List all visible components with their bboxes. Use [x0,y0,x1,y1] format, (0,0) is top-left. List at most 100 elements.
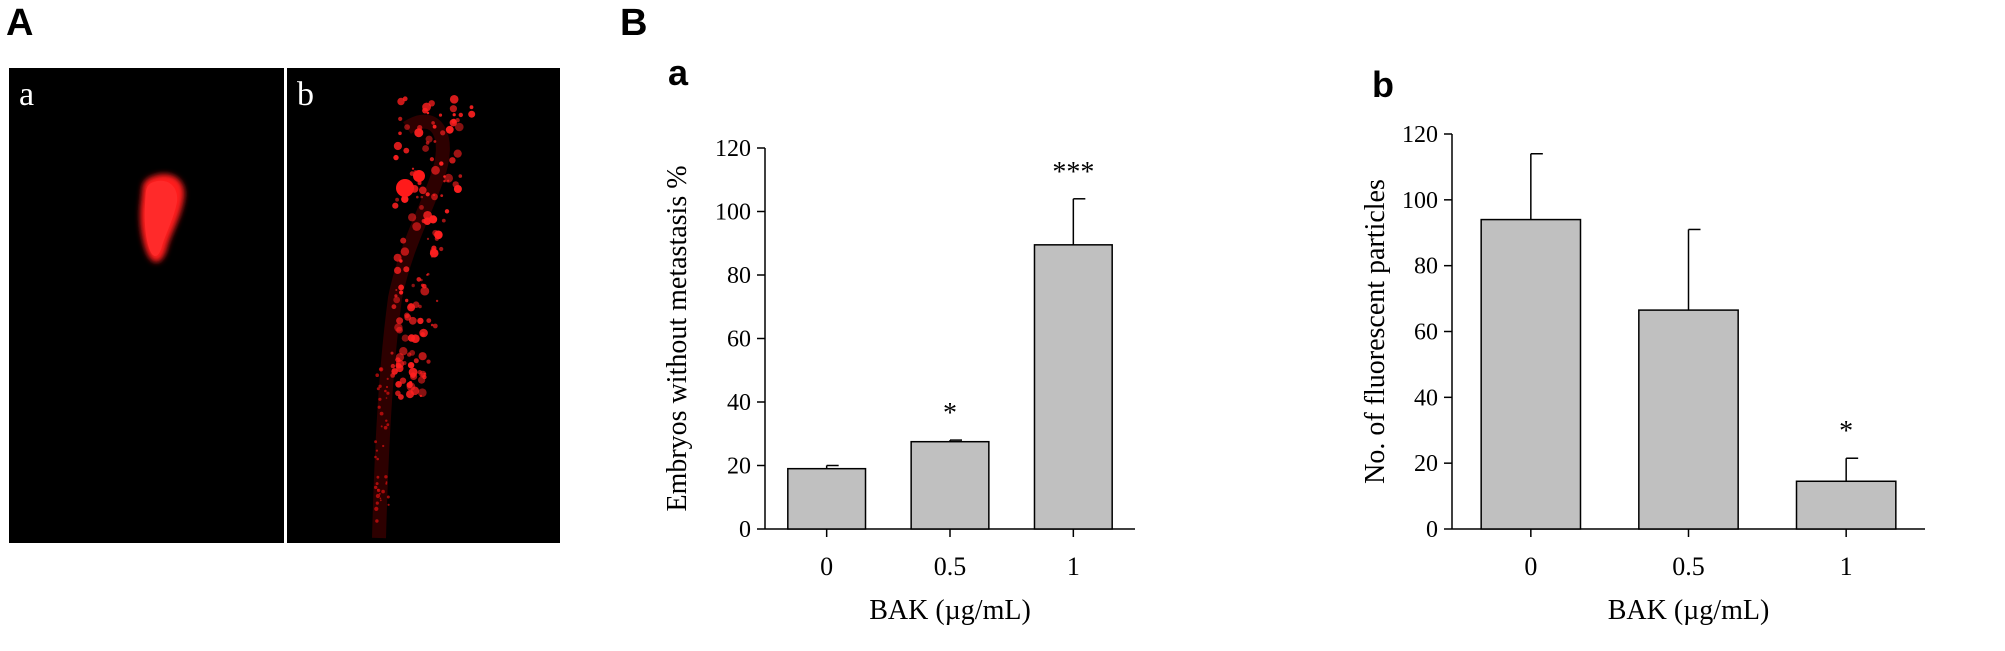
fluorescent-cell [375,449,378,452]
fluorescent-cell [376,457,379,461]
fluorescent-cell [403,147,410,154]
fluorescent-cell [420,332,425,337]
fluorescent-cell [440,194,444,197]
fluorescent-cell [418,388,427,398]
fluorescent-cell [394,266,402,274]
fluorescent-cell [441,218,446,223]
fluorescent-cell [376,475,380,479]
fluorescent-cell [458,174,463,178]
fluorescent-cell [390,351,394,355]
fluorescent-cell [416,195,419,199]
x-tick-label: 0.5 [1672,552,1705,581]
fluorescent-cell [406,382,416,391]
fluorescent-cell [375,501,379,505]
fluorescent-cell [418,376,426,384]
panel-letter-b: B [620,2,648,44]
fluorescent-cell [431,165,440,175]
fluorescent-cell [379,499,382,502]
y-tick-label: 80 [727,263,751,289]
fluorescent-cell [447,179,450,182]
fluorescent-cell [417,317,424,325]
fluorescent-cell [395,363,402,369]
fluorescent-cell [430,323,434,327]
fluorescent-cell [429,248,439,258]
y-tick-label: 20 [727,454,751,480]
y-tick-label: 60 [727,327,751,353]
x-tick-label: 0 [820,552,833,581]
significance-marker: * [1839,416,1853,447]
fluorescent-cell [390,363,396,369]
bar [1795,480,1897,530]
fluorescent-cell [435,299,439,303]
fluorescent-cell [379,497,382,500]
fluorescent-cell [417,125,423,131]
bar [1638,309,1739,530]
fluorescent-cell [395,357,401,363]
fluorescent-cell [407,334,416,342]
fluorescent-cell [449,95,459,104]
fluorescent-cell [419,370,427,378]
y-tick-label: 80 [1414,254,1438,280]
fluorescent-cell [419,394,422,397]
fluorescent-cell [396,317,404,325]
fluorescent-cell [375,482,379,486]
fluorescent-cell [384,389,387,393]
fluorescent-cell [374,485,378,490]
fluorescent-cell [452,181,459,188]
fluorescent-cell [375,373,379,378]
bar-chart-particles: 0 20 40 60 80 100 120 0 0.5 1 * BAK (µg/mL) No. of f… [1360,122,1925,626]
fluorescent-cell [410,372,418,380]
fluorescent-cell [425,135,433,143]
fluorescent-cell [423,372,426,375]
fluorescent-cell [403,266,410,273]
panel-letter-a: A [6,2,34,44]
fluorescent-cell [385,481,388,484]
fluorescent-cell [417,181,422,185]
fluorescent-cell [400,247,410,256]
fluorescent-cell [378,384,382,388]
chart-b-panel-label: b [1372,64,1394,105]
fluorescent-cell [443,175,446,178]
fluorescent-cell [426,237,430,240]
y-tick-label: 100 [1402,188,1438,214]
embryo-body-outline [372,114,450,539]
fluorescent-cell [374,440,377,444]
fluorescent-cell [404,313,412,321]
fluorescent-cell [401,334,409,342]
micrograph-label-a: a [19,76,35,113]
x-tick-label: 0 [1524,552,1537,581]
tumor-cell-mass [140,174,185,263]
fluorescent-cell [383,425,388,430]
fluorescent-cell [395,381,402,388]
fluorescent-cell [395,197,399,202]
fluorescent-cell [407,362,415,369]
fluorescent-cell [449,157,456,164]
bar [787,467,867,530]
fluorescent-cell [419,186,427,195]
fluorescent-cell [385,397,388,399]
y-axis-label: Embryos without metastasis % [662,165,693,511]
fluorescent-cell [433,140,437,143]
y-tick-label: 0 [1426,517,1438,543]
fluorescent-cell [398,284,404,291]
fluorescent-cell [408,213,417,222]
fluorescent-cell [385,419,388,422]
micrograph-a: a [9,68,284,543]
fluorescent-cell [426,359,431,364]
fluorescent-cell [411,283,415,288]
fluorescent-cluster [413,170,425,182]
fluorescent-cell [374,506,379,511]
fluorescent-cell [432,323,438,329]
y-axis-label: No. of fluorescent particles [1360,179,1391,484]
x-tick-label: 1 [1067,552,1080,581]
fluorescent-cell [445,125,454,134]
fluorescent-cell [377,405,381,409]
fluorescent-cell [407,352,412,357]
fluorescent-cell [398,131,402,136]
fluorescent-cluster [396,179,414,197]
fluorescent-cell [391,368,398,375]
fluorescent-cell [399,259,403,263]
fluorescent-cell [443,180,446,183]
x-axis-label: BAK (µg/mL) [1608,595,1770,626]
x-tick-label: 1 [1840,552,1853,581]
